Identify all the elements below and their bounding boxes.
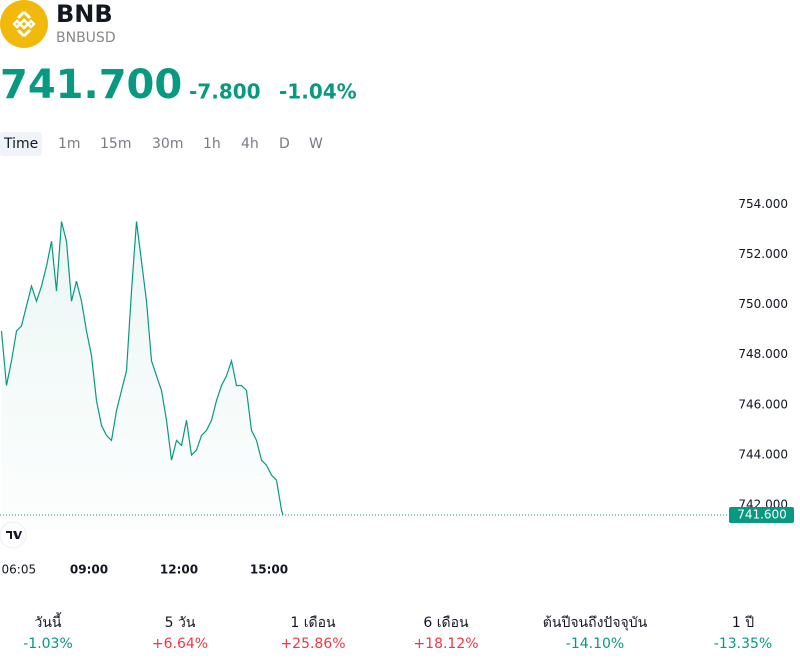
period-change: +6.64% — [152, 636, 208, 652]
interval-button[interactable]: D — [279, 136, 290, 152]
interval-selected-bg — [0, 132, 42, 156]
last-price-label: 741.600 — [737, 507, 787, 521]
x-tick-label: 06:05 — [2, 563, 37, 577]
period-change: -1.03% — [23, 636, 73, 652]
price-line — [0, 221, 284, 516]
period-label[interactable]: 1 เดือน — [290, 615, 336, 631]
interval-button[interactable]: 1h — [203, 136, 221, 152]
symbol: BNB — [56, 0, 113, 28]
y-tick-label: 748.000 — [738, 347, 788, 361]
period-change: +25.86% — [280, 636, 345, 652]
period-label[interactable]: 5 วัน — [165, 615, 196, 631]
logo — [0, 0, 48, 48]
period-label[interactable]: 6 เดือน — [423, 615, 469, 631]
period-label[interactable]: วันนี้ — [34, 612, 62, 631]
area — [1, 221, 283, 530]
interval-button[interactable]: 15m — [100, 136, 131, 152]
interval-button[interactable]: 1m — [58, 136, 81, 152]
y-tick-label: 750.000 — [738, 297, 788, 311]
x-tick-label: 15:00 — [250, 563, 288, 577]
period-change: +18.12% — [413, 636, 478, 652]
interval-button[interactable]: W — [309, 136, 323, 152]
x-tick-label: 09:00 — [70, 563, 108, 577]
y-tick-label: 752.000 — [738, 247, 788, 261]
last-price-badge — [729, 506, 794, 523]
interval-button[interactable]: Time — [3, 136, 38, 152]
y-tick-label: 746.000 — [738, 397, 788, 411]
change: -7.800 — [189, 80, 261, 104]
period-change: -14.10% — [566, 636, 624, 652]
interval-button[interactable]: 4h — [241, 136, 259, 152]
y-tick-label: 754.000 — [738, 197, 788, 211]
period-label[interactable]: ต้นปีจนถึงปัจจุบัน — [543, 615, 648, 631]
y-tick-label: 744.000 — [738, 447, 788, 461]
ticker: BNBUSD — [56, 30, 116, 46]
period-change: -13.35% — [714, 636, 772, 652]
x-tick-label: 12:00 — [160, 563, 198, 577]
price: 741.700 — [0, 62, 182, 108]
period-label[interactable]: 1 ปี — [732, 615, 754, 631]
change-pct: -1.04% — [279, 80, 357, 104]
interval-button[interactable]: 30m — [152, 136, 183, 152]
